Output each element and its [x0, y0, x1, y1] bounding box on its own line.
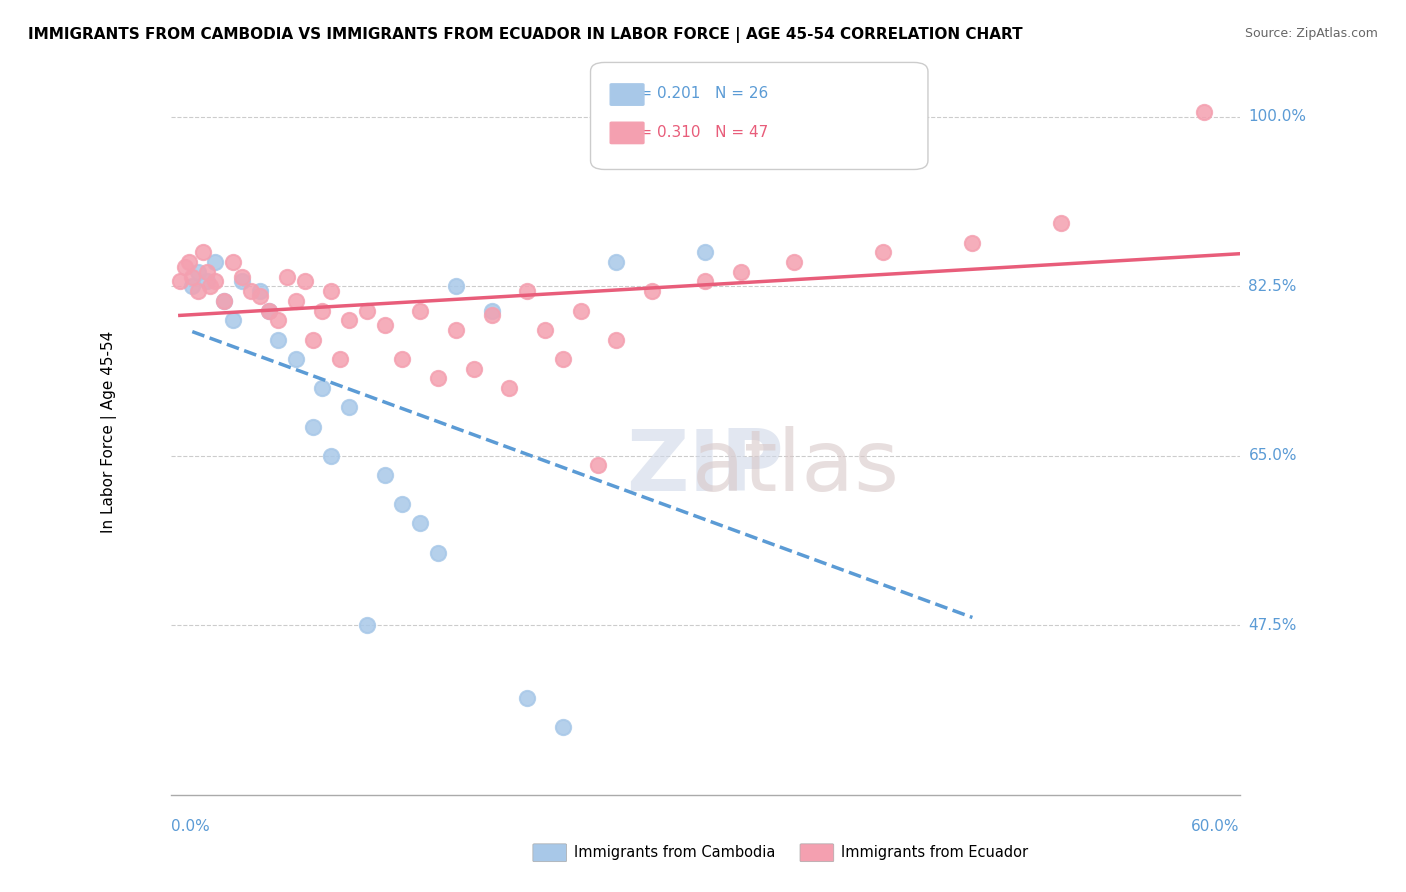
- Point: [177, 255, 200, 269]
- Point: [214, 293, 236, 308]
- Point: [249, 284, 271, 298]
- Point: [240, 284, 263, 298]
- Point: [284, 293, 307, 308]
- Point: [294, 275, 316, 289]
- Text: In Labor Force | Age 45-54: In Labor Force | Age 45-54: [101, 330, 117, 533]
- Point: [231, 269, 253, 284]
- Text: atlas: atlas: [692, 426, 900, 509]
- Text: 47.5%: 47.5%: [1249, 617, 1296, 632]
- Point: [284, 351, 307, 366]
- Point: [498, 381, 520, 395]
- Text: IMMIGRANTS FROM CAMBODIA VS IMMIGRANTS FROM ECUADOR IN LABOR FORCE | AGE 45-54 C: IMMIGRANTS FROM CAMBODIA VS IMMIGRANTS F…: [28, 27, 1022, 43]
- Point: [1050, 216, 1073, 230]
- Point: [191, 245, 214, 260]
- Point: [605, 255, 627, 269]
- Point: [872, 245, 894, 260]
- Point: [783, 255, 806, 269]
- Text: 100.0%: 100.0%: [1249, 110, 1306, 124]
- Point: [641, 284, 664, 298]
- Point: [391, 497, 413, 511]
- Point: [409, 303, 432, 318]
- Point: [605, 333, 627, 347]
- Point: [321, 449, 343, 463]
- Text: 65.0%: 65.0%: [1249, 448, 1296, 463]
- Text: Source: ZipAtlas.com: Source: ZipAtlas.com: [1244, 27, 1378, 40]
- Point: [481, 309, 503, 323]
- Point: [463, 361, 485, 376]
- Point: [187, 265, 209, 279]
- Point: [427, 545, 450, 559]
- Text: Immigrants from Cambodia: Immigrants from Cambodia: [574, 846, 775, 860]
- Point: [374, 468, 396, 483]
- Point: [588, 458, 610, 473]
- Point: [204, 255, 226, 269]
- Point: [267, 313, 290, 327]
- Point: [276, 269, 298, 284]
- Text: 82.5%: 82.5%: [1249, 279, 1296, 293]
- Point: [214, 293, 236, 308]
- Point: [329, 351, 352, 366]
- Point: [257, 303, 280, 318]
- Point: [551, 720, 574, 734]
- Point: [730, 265, 752, 279]
- Point: [181, 269, 204, 284]
- Point: [302, 419, 325, 434]
- Point: [321, 284, 343, 298]
- Point: [695, 245, 717, 260]
- Point: [409, 516, 432, 531]
- Text: 0.0%: 0.0%: [172, 819, 209, 834]
- Point: [231, 275, 253, 289]
- Point: [551, 351, 574, 366]
- Point: [195, 275, 218, 289]
- Point: [187, 284, 209, 298]
- Point: [356, 618, 378, 632]
- Point: [444, 323, 467, 337]
- Text: 60.0%: 60.0%: [1191, 819, 1240, 834]
- Point: [222, 313, 245, 327]
- Text: Immigrants from Ecuador: Immigrants from Ecuador: [841, 846, 1028, 860]
- Point: [195, 265, 218, 279]
- Point: [962, 235, 984, 250]
- Point: [481, 303, 503, 318]
- Point: [516, 690, 538, 705]
- Point: [267, 333, 290, 347]
- Text: R = 0.201   N = 26: R = 0.201 N = 26: [619, 87, 768, 101]
- Point: [337, 313, 360, 327]
- Point: [695, 275, 717, 289]
- Point: [337, 401, 360, 415]
- Point: [222, 255, 245, 269]
- Point: [302, 333, 325, 347]
- Point: [534, 323, 557, 337]
- Text: R = 0.310   N = 47: R = 0.310 N = 47: [619, 125, 768, 139]
- Text: ZIP: ZIP: [626, 426, 785, 509]
- Point: [198, 279, 221, 293]
- Point: [1192, 105, 1215, 120]
- Point: [311, 381, 333, 395]
- Point: [444, 279, 467, 293]
- Point: [516, 284, 538, 298]
- Point: [249, 289, 271, 303]
- Point: [391, 351, 413, 366]
- Point: [174, 260, 197, 274]
- Point: [204, 275, 226, 289]
- Point: [374, 318, 396, 332]
- Point: [257, 303, 280, 318]
- Point: [569, 303, 592, 318]
- Point: [356, 303, 378, 318]
- Point: [311, 303, 333, 318]
- Point: [169, 275, 191, 289]
- Point: [427, 371, 450, 385]
- Point: [181, 279, 204, 293]
